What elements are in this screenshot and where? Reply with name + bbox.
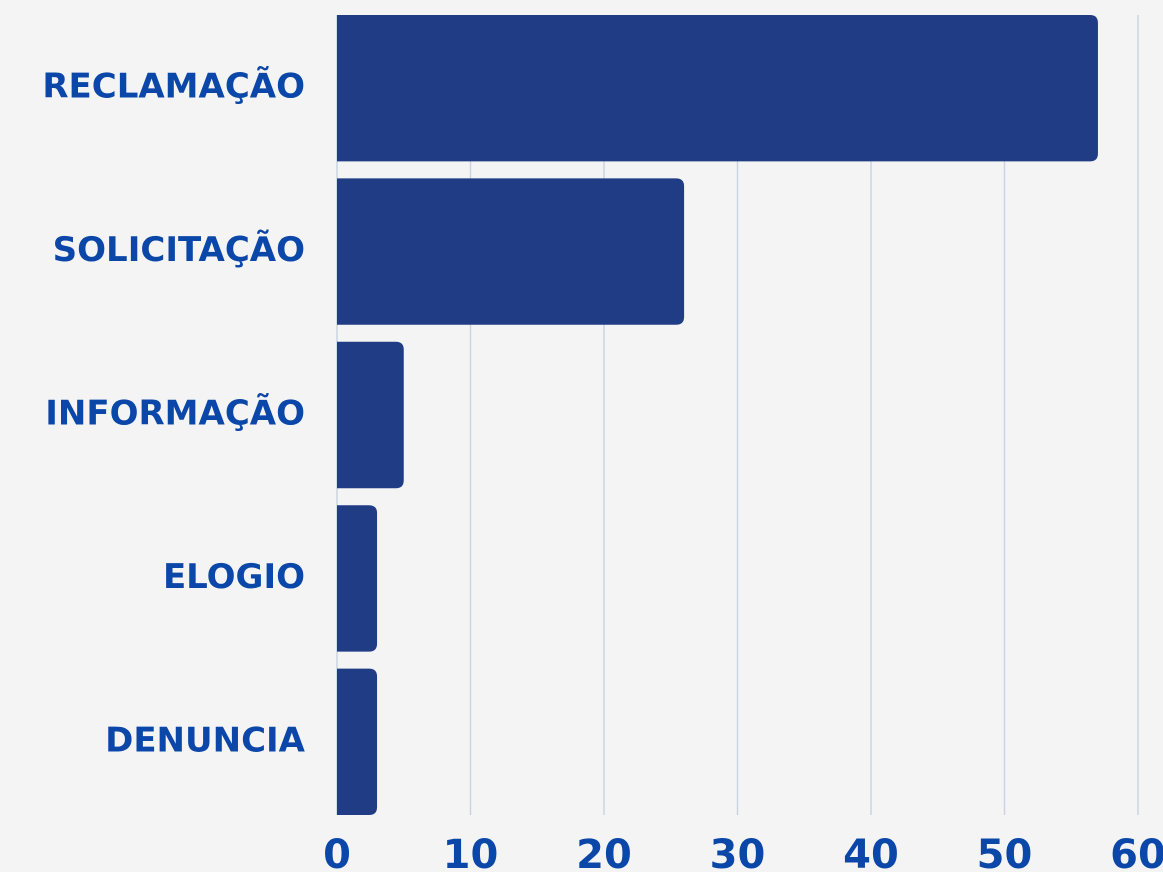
y-tick-label: INFORMAÇÃO xyxy=(45,393,305,434)
x-tick-label: 0 xyxy=(323,832,351,872)
x-tick-label: 60 xyxy=(1110,832,1163,872)
bar xyxy=(337,15,1098,162)
bar xyxy=(337,668,378,815)
bar xyxy=(337,341,404,489)
x-tick-label: 30 xyxy=(710,832,766,872)
y-tick-label: DENUNCIA xyxy=(105,720,306,760)
x-tick-label: 20 xyxy=(576,832,632,872)
bar xyxy=(337,505,378,652)
y-tick-label: SOLICITAÇÃO xyxy=(53,229,305,270)
x-tick-label: 40 xyxy=(843,832,899,872)
y-tick-label: ELOGIO xyxy=(163,557,305,597)
bar xyxy=(337,178,685,325)
x-tick-label: 10 xyxy=(443,832,499,872)
y-tick-label: RECLAMAÇÃO xyxy=(42,66,305,107)
x-tick-label: 50 xyxy=(977,832,1033,872)
